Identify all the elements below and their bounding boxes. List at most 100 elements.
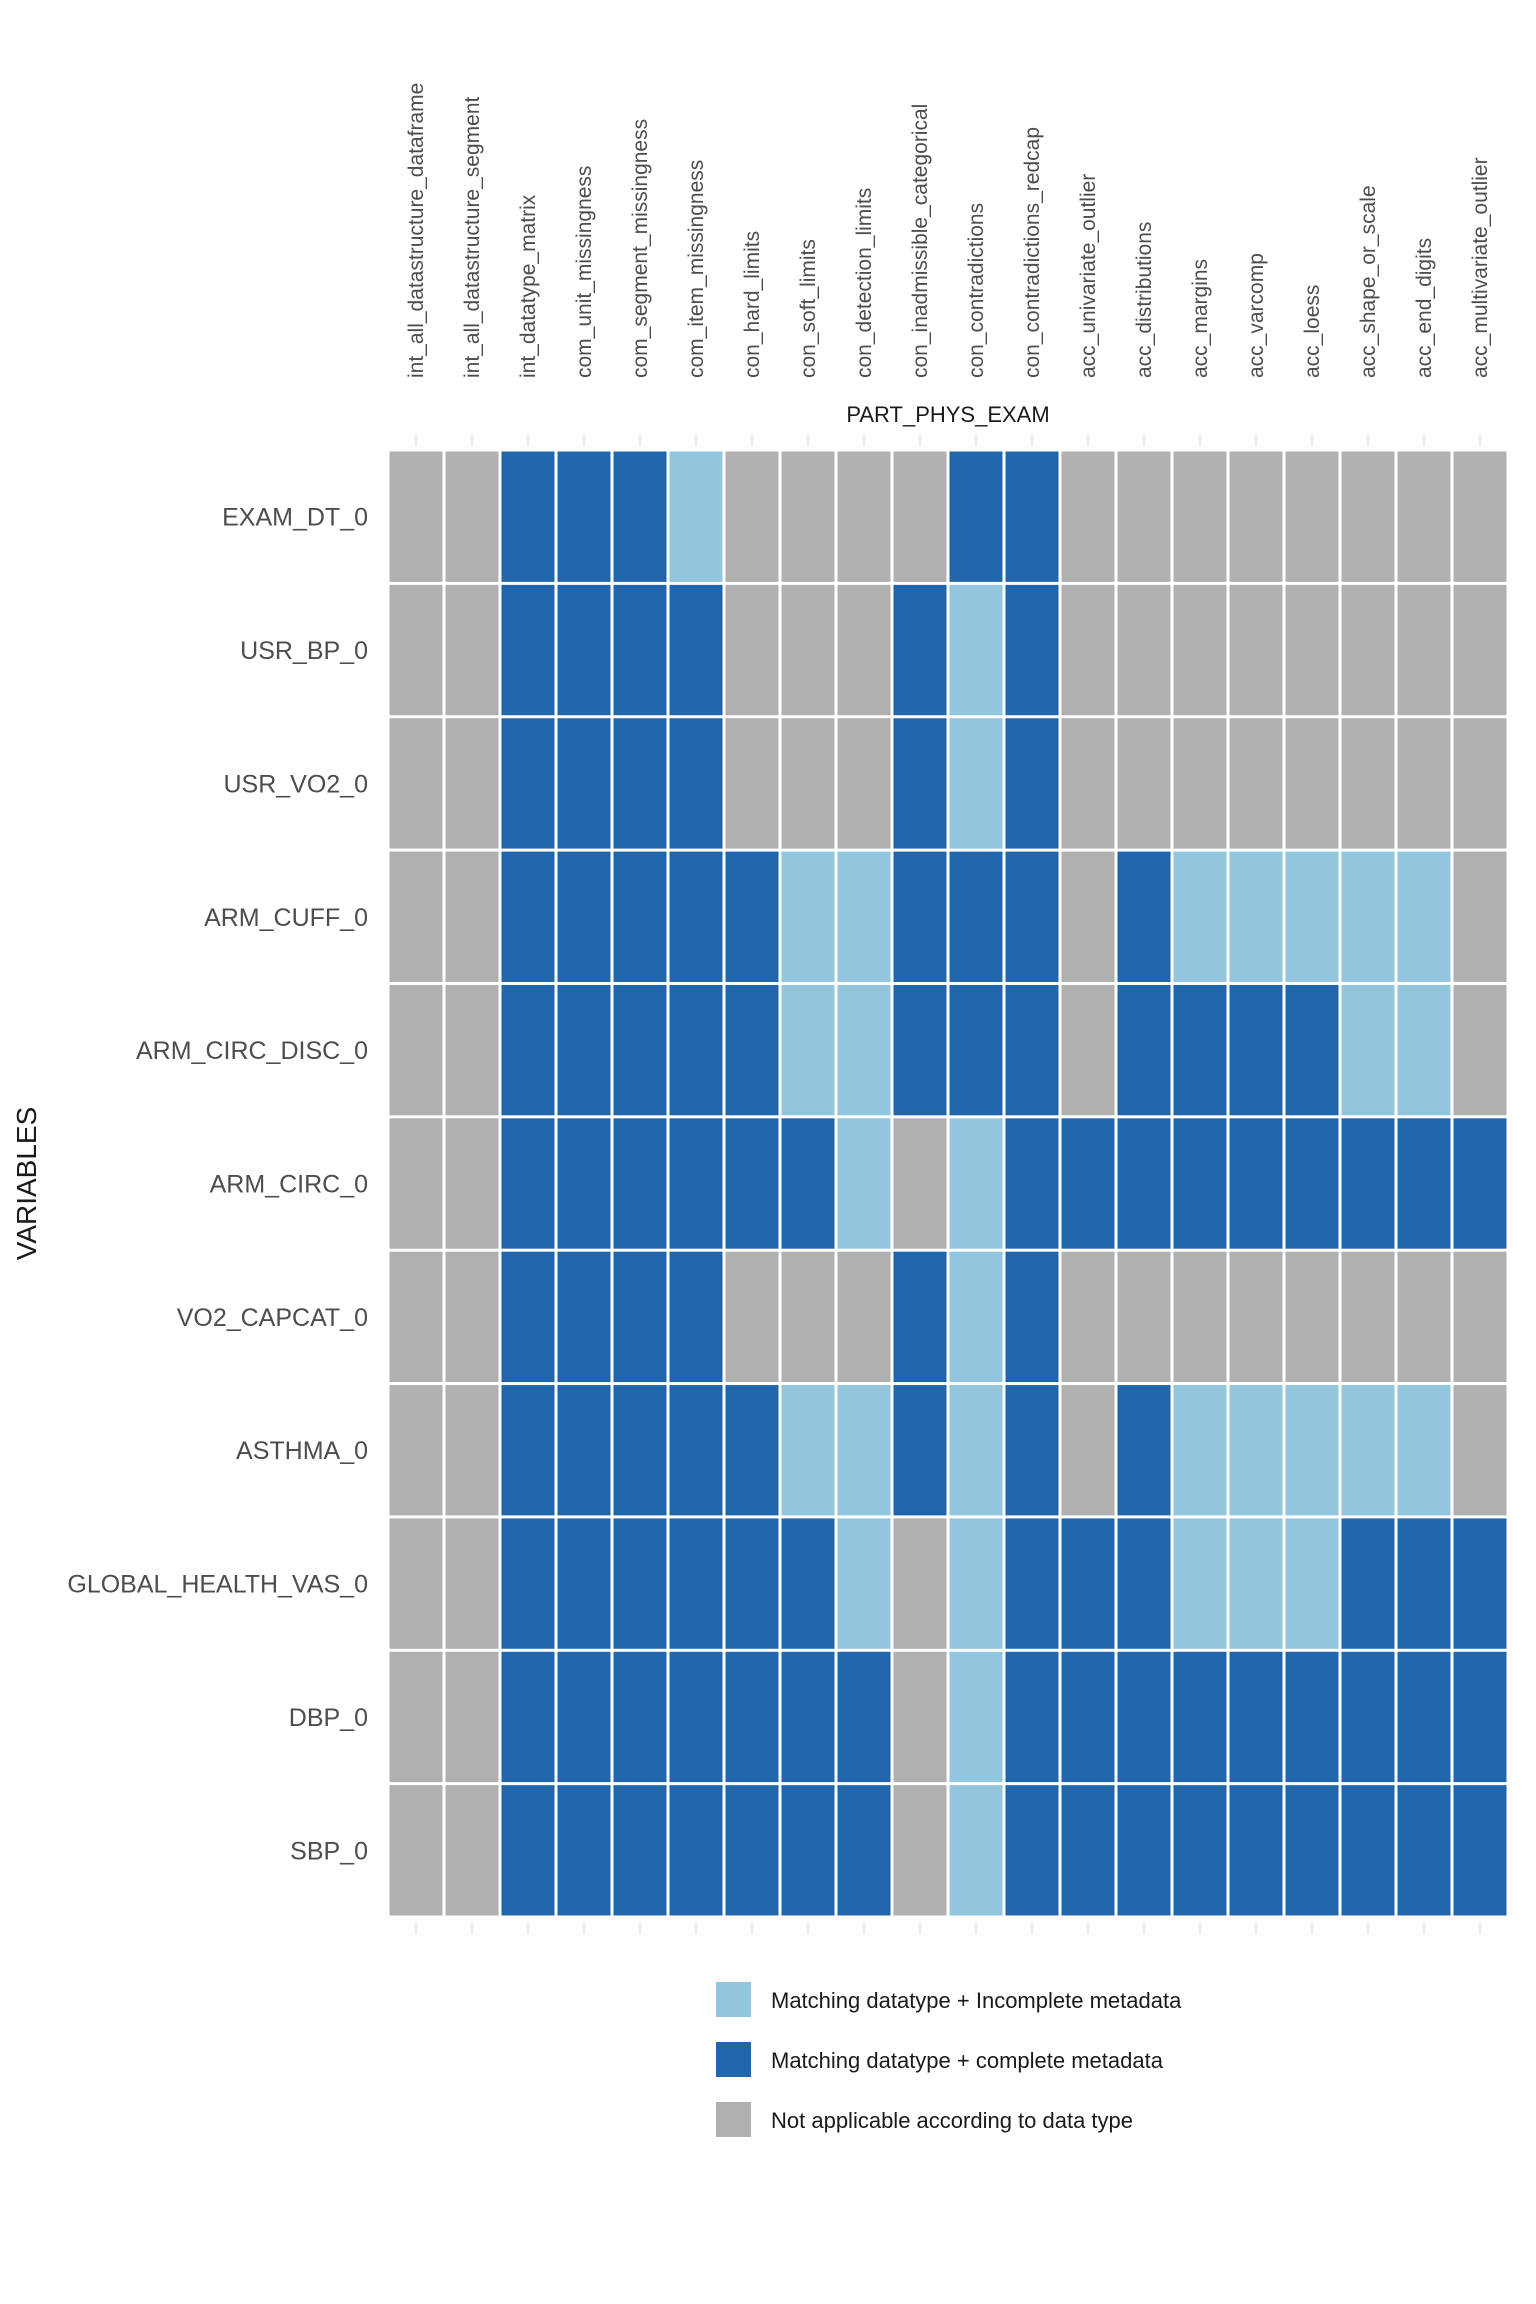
heatmap-cell — [1005, 851, 1059, 982]
heatmap-cell — [1117, 718, 1171, 849]
heatmap-cell — [1397, 1651, 1451, 1783]
heatmap-cell — [725, 584, 779, 716]
top-ticks — [415, 435, 1481, 446]
heatmap-cell — [1061, 1785, 1115, 1916]
heatmap-cell — [1229, 851, 1283, 982]
heatmap-cell — [1453, 851, 1507, 982]
heatmap-cell — [1117, 1118, 1171, 1249]
heatmap-cell — [1173, 584, 1227, 716]
heatmap-cell — [781, 451, 835, 582]
heatmap-cell — [725, 1651, 779, 1783]
legend-label: Matching datatype + Incomplete metadata — [771, 1988, 1182, 2013]
row-label: EXAM_DT_0 — [222, 504, 368, 532]
heatmap-cell — [613, 984, 667, 1116]
column-label: acc_multivariate_outlier — [1469, 157, 1492, 378]
column-label: acc_distributions — [1133, 222, 1156, 378]
heatmap-cell — [557, 1651, 611, 1783]
heatmap-cell — [725, 851, 779, 982]
heatmap-cell — [1229, 1118, 1283, 1249]
heatmap-cell — [1061, 1251, 1115, 1383]
heatmap-cell — [949, 1518, 1003, 1649]
heatmap-cell — [893, 1651, 947, 1783]
heatmap-cell — [501, 1251, 555, 1383]
column-label: acc_margins — [1189, 259, 1212, 378]
heatmap-cell — [893, 1518, 947, 1649]
column-label: int_all_datastructure_segment — [461, 96, 484, 378]
heatmap-cell — [613, 1518, 667, 1649]
heatmap-cell — [445, 851, 499, 982]
heatmap-cell — [1453, 984, 1507, 1116]
heatmap-cell — [1397, 1118, 1451, 1249]
heatmap-cell — [1397, 1518, 1451, 1649]
heatmap-cell — [837, 718, 891, 849]
legend-label: Matching datatype + complete metadata — [771, 2048, 1164, 2073]
heatmap-cell — [1341, 718, 1395, 849]
y-axis-title: VARIABLES — [11, 1107, 42, 1261]
heatmap-cell — [725, 1785, 779, 1916]
heatmap-cell — [781, 851, 835, 982]
heatmap-cell — [893, 984, 947, 1116]
heatmap-cell — [1285, 984, 1339, 1116]
heatmap-cell — [837, 851, 891, 982]
heatmap-cell — [557, 451, 611, 582]
heatmap-cell — [1341, 851, 1395, 982]
row-label: DBP_0 — [289, 1704, 368, 1732]
x-axis-title: PART_PHYS_EXAM — [846, 402, 1049, 427]
heatmap-cell — [1453, 1251, 1507, 1383]
heatmap-cell — [501, 1118, 555, 1249]
heatmap-cell — [725, 718, 779, 849]
heatmap-cell — [445, 1251, 499, 1383]
column-label: acc_end_digits — [1413, 238, 1436, 378]
heatmap-cell — [1285, 1518, 1339, 1649]
heatmap-cell — [1173, 1651, 1227, 1783]
heatmap-cell — [1005, 1251, 1059, 1383]
column-label: int_all_datastructure_dataframe — [405, 83, 428, 378]
heatmap-cell — [1173, 984, 1227, 1116]
heatmap-cell — [1005, 584, 1059, 716]
column-label: con_hard_limits — [741, 231, 764, 378]
column-label: com_item_missingness — [685, 160, 708, 378]
heatmap-cell — [669, 984, 723, 1116]
heatmap-cell — [1229, 984, 1283, 1116]
heatmap-cell — [893, 1118, 947, 1249]
heatmap-cell — [1285, 1251, 1339, 1383]
heatmap-cell — [725, 984, 779, 1116]
heatmap-cell — [949, 718, 1003, 849]
heatmap-cell — [1173, 1251, 1227, 1383]
heatmap-cell — [1453, 451, 1507, 582]
heatmap-cell — [1061, 851, 1115, 982]
heatmap-cell — [893, 1251, 947, 1383]
heatmap-cell — [501, 1518, 555, 1649]
heatmap-cell — [389, 1785, 443, 1916]
heatmap-cell — [949, 1385, 1003, 1516]
row-label: USR_BP_0 — [240, 637, 368, 665]
heatmap-cell — [1005, 984, 1059, 1116]
heatmap-cell — [1397, 1785, 1451, 1916]
heatmap-cell — [1229, 451, 1283, 582]
heatmap-cell — [1341, 1251, 1395, 1383]
heatmap-cell — [893, 1385, 947, 1516]
heatmap-cell — [389, 1518, 443, 1649]
heatmap-cell — [893, 451, 947, 582]
heatmap-cell — [1285, 451, 1339, 582]
heatmap-cell — [389, 1651, 443, 1783]
heatmap-cell — [389, 718, 443, 849]
heatmap-cell — [445, 1651, 499, 1783]
heatmap-cell — [837, 1385, 891, 1516]
heatmap-cell — [501, 1385, 555, 1516]
heatmap-cell — [669, 718, 723, 849]
heatmap-cell — [725, 1118, 779, 1249]
column-label: com_segment_missingness — [629, 119, 652, 378]
heatmap-cell — [781, 1518, 835, 1649]
heatmap-cell — [669, 584, 723, 716]
heatmap-cell — [949, 1251, 1003, 1383]
heatmap-cell — [1173, 1518, 1227, 1649]
heatmap-cell — [501, 984, 555, 1116]
heatmap-cell — [1117, 584, 1171, 716]
heatmap-cell — [669, 1785, 723, 1916]
heatmap-cell — [389, 851, 443, 982]
heatmap-cell — [837, 1118, 891, 1249]
heatmap-cell — [1453, 584, 1507, 716]
heatmap-cell — [1341, 1385, 1395, 1516]
